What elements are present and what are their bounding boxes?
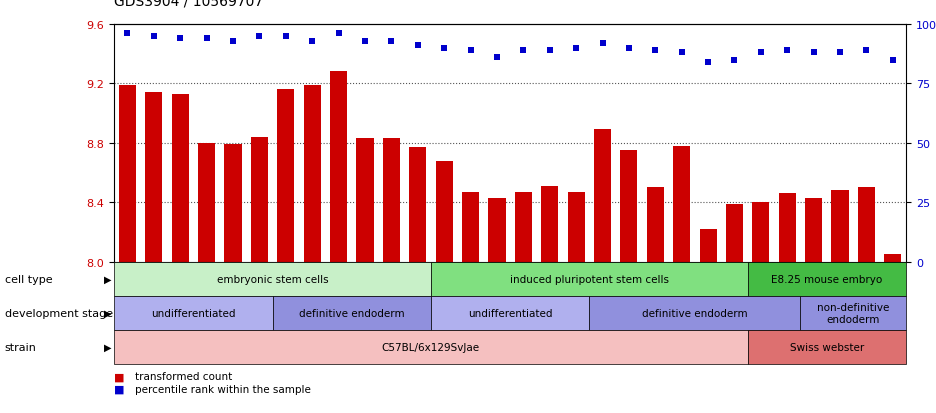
Bar — [779, 194, 796, 262]
Bar — [119, 85, 136, 262]
Text: GDS3904 / 10569707: GDS3904 / 10569707 — [114, 0, 263, 8]
Point — [358, 38, 373, 45]
Point — [278, 33, 293, 40]
Text: cell type: cell type — [5, 274, 52, 284]
Point — [199, 36, 214, 43]
Bar — [409, 148, 426, 262]
Text: non-definitive
endoderm: non-definitive endoderm — [817, 302, 889, 324]
Point — [120, 31, 135, 38]
Bar — [225, 145, 241, 262]
Point — [331, 31, 346, 38]
Bar — [541, 187, 558, 262]
Text: undifferentiated: undifferentiated — [468, 308, 552, 318]
Point — [252, 33, 267, 40]
Bar — [594, 130, 611, 262]
Point — [780, 47, 795, 54]
Bar — [435, 161, 453, 262]
Bar — [171, 95, 189, 262]
Bar — [858, 188, 875, 262]
Point — [410, 43, 425, 50]
Point — [146, 33, 161, 40]
Bar — [145, 93, 162, 262]
Point — [701, 59, 716, 66]
Point — [173, 36, 188, 43]
Text: ▶: ▶ — [104, 342, 111, 352]
Point — [674, 50, 689, 57]
Bar — [805, 198, 822, 262]
Text: development stage: development stage — [5, 308, 113, 318]
Point — [885, 57, 900, 64]
Bar — [489, 198, 505, 262]
Point — [595, 40, 610, 47]
Point — [833, 50, 848, 57]
Bar — [251, 138, 268, 262]
Text: induced pluripotent stem cells: induced pluripotent stem cells — [510, 274, 669, 284]
Point — [727, 57, 742, 64]
Bar — [673, 147, 690, 262]
Text: ▶: ▶ — [104, 308, 111, 318]
Text: E8.25 mouse embryo: E8.25 mouse embryo — [771, 274, 883, 284]
Bar — [831, 191, 849, 262]
Text: C57BL/6x129SvJae: C57BL/6x129SvJae — [382, 342, 480, 352]
Point — [648, 47, 663, 54]
Text: definitive endoderm: definitive endoderm — [642, 308, 748, 318]
Point — [463, 47, 478, 54]
Point — [490, 55, 505, 62]
Bar — [330, 72, 347, 262]
Point — [806, 50, 821, 57]
Bar — [699, 230, 717, 262]
Point — [226, 38, 241, 45]
Text: definitive endoderm: definitive endoderm — [299, 308, 404, 318]
Point — [542, 47, 557, 54]
Bar — [885, 255, 901, 262]
Point — [753, 50, 768, 57]
Bar — [198, 143, 215, 262]
Text: ■: ■ — [114, 371, 124, 381]
Bar — [383, 139, 400, 262]
Bar — [753, 203, 769, 262]
Text: ■: ■ — [114, 384, 124, 394]
Point — [569, 45, 584, 52]
Bar — [462, 192, 479, 262]
Point — [859, 47, 874, 54]
Bar — [515, 192, 532, 262]
Bar — [303, 85, 321, 262]
Bar — [357, 139, 373, 262]
Text: undifferentiated: undifferentiated — [151, 308, 236, 318]
Bar — [726, 204, 743, 262]
Text: percentile rank within the sample: percentile rank within the sample — [135, 384, 311, 394]
Bar — [647, 188, 664, 262]
Text: transformed count: transformed count — [135, 371, 232, 381]
Text: ▶: ▶ — [104, 274, 111, 284]
Text: embryonic stem cells: embryonic stem cells — [217, 274, 329, 284]
Point — [384, 38, 399, 45]
Point — [437, 45, 452, 52]
Bar — [567, 192, 585, 262]
Point — [622, 45, 636, 52]
Text: strain: strain — [5, 342, 37, 352]
Point — [516, 47, 531, 54]
Bar — [277, 90, 294, 262]
Point — [305, 38, 320, 45]
Text: Swiss webster: Swiss webster — [790, 342, 864, 352]
Bar — [621, 151, 637, 262]
